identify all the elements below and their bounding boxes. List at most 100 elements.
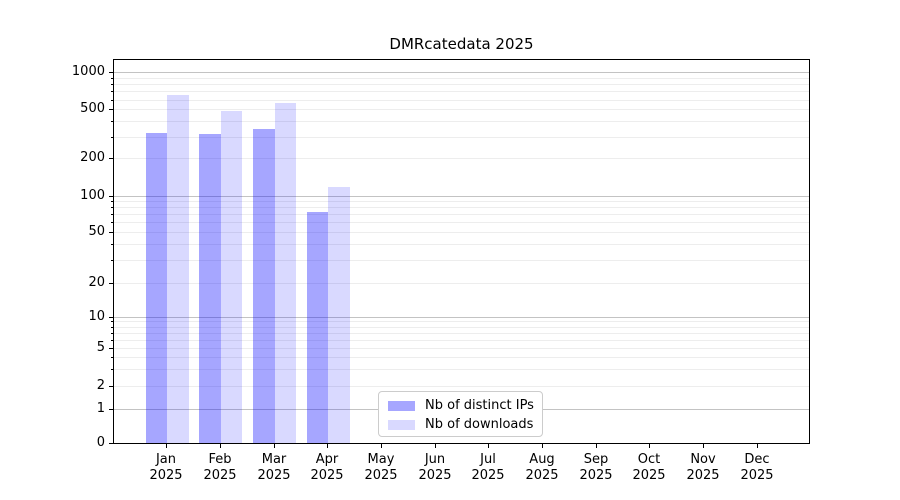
y-tick [109, 283, 113, 284]
legend: Nb of distinct IPs Nb of downloads [378, 391, 543, 437]
minor-gridline [114, 78, 809, 79]
minor-gridline [114, 222, 809, 223]
y-tick [109, 386, 113, 387]
y-tick-label: 0 [96, 435, 105, 450]
x-tick-year: 2025 [310, 468, 344, 483]
y-minor-tick [111, 201, 113, 202]
minor-gridline [114, 137, 809, 138]
minor-gridline [114, 121, 809, 122]
x-tick [703, 444, 704, 448]
x-tick-month: Jun [424, 452, 446, 467]
y-tick [109, 196, 113, 197]
x-tick-label: Feb 2025 [188, 452, 252, 484]
minor-gridline [114, 91, 809, 92]
x-tick-label: Oct 2025 [617, 452, 681, 484]
x-tick [327, 444, 328, 448]
minor-gridline [114, 369, 809, 370]
y-tick [109, 348, 113, 349]
x-tick-label: Dec 2025 [725, 452, 789, 484]
x-tick [596, 444, 597, 448]
legend-item-distinct-ips: Nb of distinct IPs [379, 396, 542, 415]
y-minor-tick [111, 137, 113, 138]
bar-distinct-ips-mar [253, 128, 275, 443]
bar-downloads-jan [167, 95, 189, 443]
y-minor-tick [111, 214, 113, 215]
x-tick-year: 2025 [632, 468, 666, 483]
y-minor-tick [111, 91, 113, 92]
x-tick-month: Jul [480, 452, 496, 467]
minor-gridline [114, 340, 809, 341]
x-tick-label: Apr 2025 [295, 452, 359, 484]
y-minor-tick [111, 78, 113, 79]
minor-gridline [114, 214, 809, 215]
y-minor-tick [111, 357, 113, 358]
y-tick-label: 1 [96, 401, 105, 416]
x-tick-month: Nov [690, 452, 716, 467]
x-tick [274, 444, 275, 448]
minor-gridline [114, 109, 809, 110]
x-tick-label: Jun 2025 [403, 452, 467, 484]
minor-gridline [114, 348, 809, 349]
x-tick-month: Sep [583, 452, 609, 467]
y-minor-tick [111, 121, 113, 122]
x-tick-label: Mar 2025 [242, 452, 306, 484]
y-tick [109, 109, 113, 110]
minor-gridline [114, 232, 809, 233]
x-tick [220, 444, 221, 448]
x-tick-year: 2025 [203, 468, 237, 483]
bar-distinct-ips-apr [306, 212, 329, 443]
y-minor-tick [111, 333, 113, 334]
minor-gridline [114, 357, 809, 358]
x-tick-year: 2025 [471, 468, 505, 483]
minor-gridline [114, 386, 809, 387]
bar-distinct-ips-jan [145, 133, 168, 443]
minor-gridline [114, 321, 809, 322]
y-tick-label: 100 [80, 188, 105, 203]
plot-area [113, 59, 810, 444]
major-gridline [114, 317, 809, 318]
x-tick-year: 2025 [740, 468, 774, 483]
bar-downloads-feb [220, 110, 243, 443]
x-tick-label: Jul 2025 [456, 452, 520, 484]
bar-downloads-apr [328, 186, 350, 443]
y-minor-tick [111, 260, 113, 261]
minor-gridline [114, 244, 809, 245]
y-tick-label: 2 [96, 378, 105, 393]
x-tick-year: 2025 [149, 468, 183, 483]
y-tick-label: 20 [88, 275, 105, 290]
x-tick-year: 2025 [686, 468, 720, 483]
x-tick-month: Apr [315, 452, 339, 467]
y-minor-tick [111, 327, 113, 328]
x-tick-label: Sep 2025 [564, 452, 628, 484]
major-gridline [114, 72, 809, 73]
x-tick-month: Dec [744, 452, 770, 467]
x-tick-year: 2025 [364, 468, 398, 483]
legend-swatch-downloads [388, 419, 415, 430]
minor-gridline [114, 333, 809, 334]
y-tick [109, 232, 113, 233]
bar-downloads-mar [274, 102, 297, 443]
y-tick [109, 409, 113, 410]
y-minor-tick [111, 84, 113, 85]
x-tick [435, 444, 436, 448]
x-tick-label: Aug 2025 [510, 452, 574, 484]
y-minor-tick [111, 244, 113, 245]
major-gridline [114, 196, 809, 197]
minor-gridline [114, 207, 809, 208]
y-tick-label: 500 [80, 101, 105, 116]
bar-distinct-ips-feb [199, 134, 221, 443]
y-minor-tick [111, 321, 113, 322]
legend-label-downloads: Nb of downloads [425, 417, 534, 432]
x-tick-label: Nov 2025 [671, 452, 735, 484]
x-tick-year: 2025 [418, 468, 452, 483]
chart-title: DMRcatedata 2025 [389, 35, 534, 53]
y-tick [109, 158, 113, 159]
x-tick-month: May [367, 452, 395, 467]
x-tick-year: 2025 [525, 468, 559, 483]
y-minor-tick [111, 222, 113, 223]
y-tick [109, 443, 113, 444]
x-tick [649, 444, 650, 448]
x-tick [542, 444, 543, 448]
y-minor-tick [111, 340, 113, 341]
y-tick-label: 50 [88, 224, 105, 239]
